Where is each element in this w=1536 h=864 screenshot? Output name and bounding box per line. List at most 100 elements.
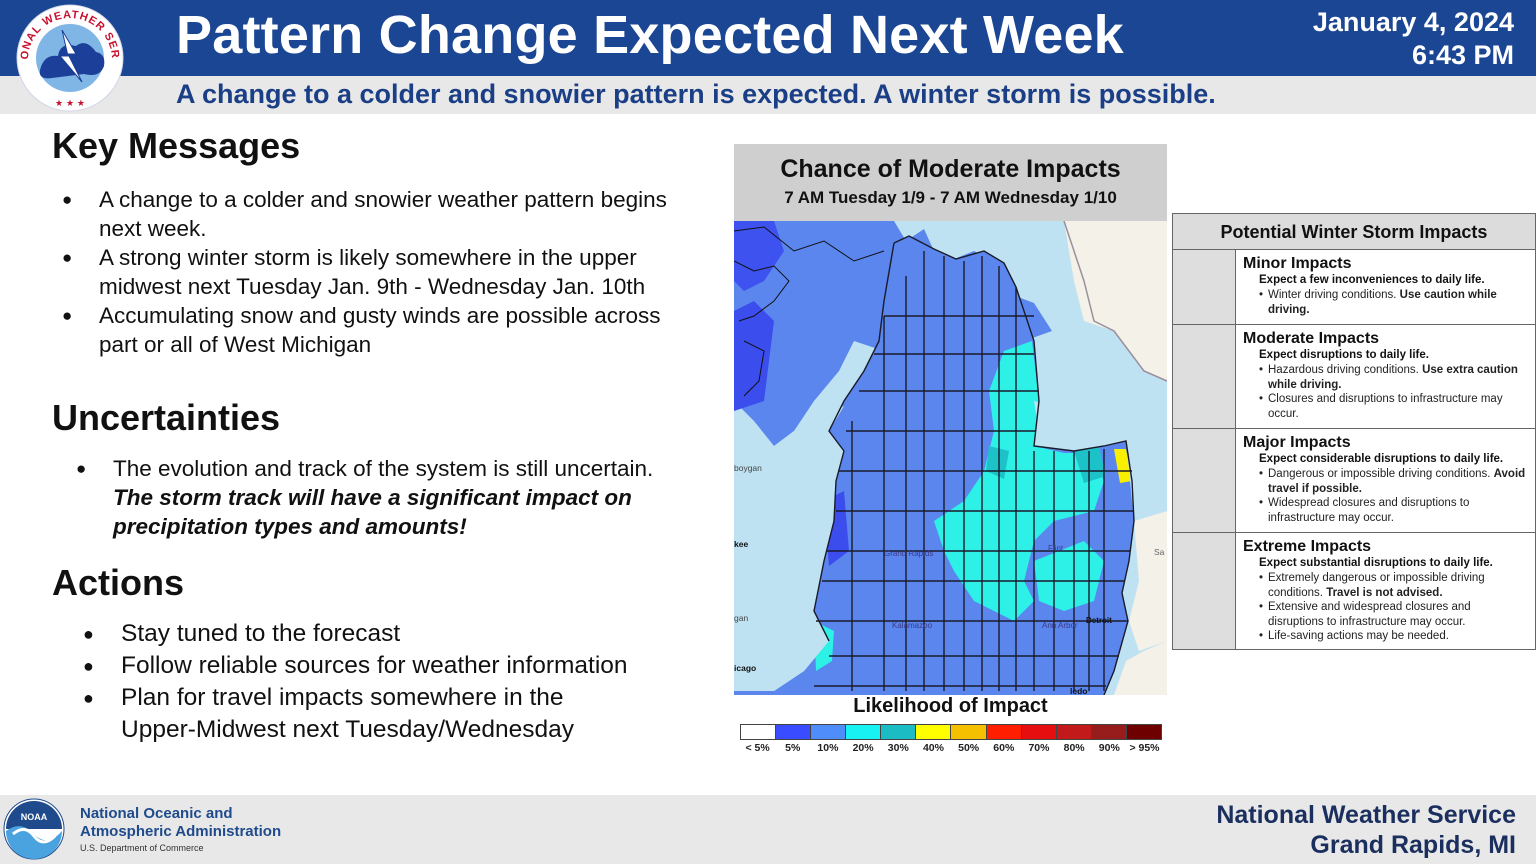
list-item: Follow reliable sources for weather info…	[81, 650, 641, 682]
impact-name: Extreme Impacts	[1243, 538, 1372, 555]
dept-name: U.S. Department of Commerce	[80, 843, 204, 853]
impact-name: Major Impacts	[1243, 434, 1351, 451]
issue-time: 6:43 PM	[1411, 40, 1514, 70]
impact-bullet: Extremely dangerous or impossible drivin…	[1259, 571, 1529, 600]
likelihood-color-scale	[740, 724, 1162, 740]
page-subtitle: A change to a colder and snowier pattern…	[176, 79, 1216, 109]
impact-lead: Expect substantial disruptions to daily …	[1259, 557, 1493, 569]
impact-name: Minor Impacts	[1243, 255, 1352, 272]
uncertainty-text: The evolution and track of the system is…	[113, 456, 654, 481]
scale-label: < 5%	[745, 742, 770, 754]
city-label: Ann Arbor	[1042, 621, 1078, 630]
edge-label: ledo	[1070, 686, 1087, 695]
scale-swatch	[951, 725, 987, 739]
impacts-table-heading: Potential Winter Storm Impacts	[1173, 214, 1535, 250]
map-header: Chance of Moderate Impacts 7 AM Tuesday …	[734, 144, 1167, 221]
edge-label: kee	[734, 539, 748, 549]
impact-name: Moderate Impacts	[1243, 330, 1380, 347]
actions-list: Stay tuned to the forecast Follow reliab…	[81, 618, 641, 746]
city-label: Kalamazoo	[892, 621, 933, 630]
impact-row-minor: Minor Impacts Expect a few inconvenience…	[1173, 250, 1535, 325]
scale-label: 20%	[852, 742, 874, 754]
uncertainties-list: The evolution and track of the system is…	[66, 454, 666, 541]
scale-label: 70%	[1028, 742, 1050, 754]
key-messages-heading: Key Messages	[52, 125, 301, 166]
scale-swatch	[1126, 725, 1161, 739]
scale-swatch	[881, 725, 917, 739]
impact-swatch	[1173, 429, 1236, 532]
nws-logo: NATIONAL WEATHER SERVICE ★ ★ ★	[10, 2, 124, 112]
list-item: Accumulating snow and gusty winds are po…	[52, 301, 672, 359]
impact-bullet: Widespread closures and disruptions to i…	[1259, 496, 1529, 525]
impact-map-panel: Chance of Moderate Impacts 7 AM Tuesday …	[734, 144, 1167, 756]
org-line: Atmospheric Administration	[80, 823, 282, 840]
key-messages-list: A change to a colder and snowier weather…	[52, 185, 672, 359]
office-line: National Weather Service	[1216, 801, 1516, 829]
subtitle-bar	[0, 76, 1536, 114]
issue-date: January 4, 2024	[1312, 7, 1514, 37]
impact-lead: Expect disruptions to daily life.	[1259, 349, 1429, 361]
list-item: A strong winter storm is likely somewher…	[52, 243, 672, 301]
svg-text:★ ★ ★: ★ ★ ★	[55, 99, 85, 109]
impact-bullet: Extensive and widespread closures and di…	[1259, 600, 1529, 629]
scale-label: 60%	[993, 742, 1015, 754]
edge-label: icago	[734, 663, 756, 673]
edge-label: boygan	[734, 463, 762, 473]
edge-label: Sa	[1154, 547, 1165, 557]
scale-swatch	[741, 725, 777, 739]
impact-row-moderate: Moderate Impacts Expect disruptions to d…	[1173, 325, 1535, 429]
actions-heading: Actions	[52, 562, 185, 603]
issue-datetime: January 4, 2024 6:43 PM	[1313, 6, 1514, 72]
city-label: Flint	[1048, 544, 1064, 553]
scale-label: > 95%	[1129, 742, 1160, 754]
list-item: The evolution and track of the system is…	[66, 454, 666, 541]
scale-swatch	[1021, 725, 1057, 739]
michigan-impact-map: Grand Rapids Kalamazoo Ann Arbor Detroit…	[734, 221, 1167, 695]
list-item: A change to a colder and snowier weather…	[52, 185, 672, 243]
scale-label: 40%	[922, 742, 944, 754]
edge-label: gan	[734, 613, 748, 623]
noaa-org-name: National Oceanic and Atmospheric Adminis…	[80, 805, 281, 841]
footer-bar: NOAA National Oceanic and Atmospheric Ad…	[0, 795, 1536, 864]
list-item: Plan for travel impacts somewhere in the…	[81, 682, 641, 746]
noaa-logo: NOAA	[3, 798, 65, 860]
scale-label: 5%	[785, 742, 801, 754]
map-valid-dates: 7 AM Tuesday 1/9 - 7 AM Wednesday 1/10	[784, 188, 1117, 207]
uncertainty-emphasis: The storm track will have a significant …	[113, 485, 632, 539]
impact-bullet: Dangerous or impossible driving conditio…	[1259, 467, 1529, 496]
impact-bullet: Winter driving conditions. Use caution w…	[1259, 288, 1529, 317]
scale-label: 10%	[817, 742, 839, 754]
likelihood-title: Likelihood of Impact	[853, 695, 1048, 717]
scale-swatch	[1091, 725, 1127, 739]
impact-bullet: Closures and disruptions to infrastructu…	[1259, 392, 1529, 421]
scale-label: 30%	[887, 742, 909, 754]
city-label: Grand Rapids	[884, 549, 933, 558]
office-line: Grand Rapids, MI	[1310, 831, 1516, 859]
impact-row-extreme: Extreme Impacts Expect substantial disru…	[1173, 533, 1535, 649]
scale-label: 90%	[1098, 742, 1120, 754]
org-line: National Oceanic and	[80, 805, 233, 822]
page-title: Pattern Change Expected Next Week	[176, 5, 1124, 65]
impact-swatch	[1173, 250, 1236, 324]
noaa-logo-text: NOAA	[21, 812, 48, 822]
impact-bullet: Life-saving actions may be needed.	[1259, 629, 1529, 644]
scale-swatch	[846, 725, 882, 739]
impact-swatch	[1173, 533, 1236, 649]
impact-lead: Expect considerable disruptions to daily…	[1259, 453, 1504, 465]
scale-label: 80%	[1063, 742, 1085, 754]
map-title: Chance of Moderate Impacts	[780, 155, 1121, 183]
scale-swatch	[776, 725, 812, 739]
uncertainties-heading: Uncertainties	[52, 397, 281, 438]
impact-lead: Expect a few inconveniences to daily lif…	[1259, 274, 1485, 286]
scale-swatch	[986, 725, 1022, 739]
impact-bullet: Hazardous driving conditions. Use extra …	[1259, 363, 1529, 392]
impact-swatch	[1173, 325, 1236, 428]
city-label: Detroit	[1086, 616, 1112, 625]
likelihood-scale-labels: < 5% 5% 10% 20% 30% 40% 50% 60% 70% 80% 90% > 95%	[740, 742, 1162, 754]
scale-label: 50%	[958, 742, 980, 754]
scale-swatch	[811, 725, 847, 739]
scale-swatch	[916, 725, 952, 739]
impact-row-major: Major Impacts Expect considerable disrup…	[1173, 429, 1535, 533]
list-item: Stay tuned to the forecast	[81, 618, 641, 650]
header-bar	[0, 0, 1536, 76]
